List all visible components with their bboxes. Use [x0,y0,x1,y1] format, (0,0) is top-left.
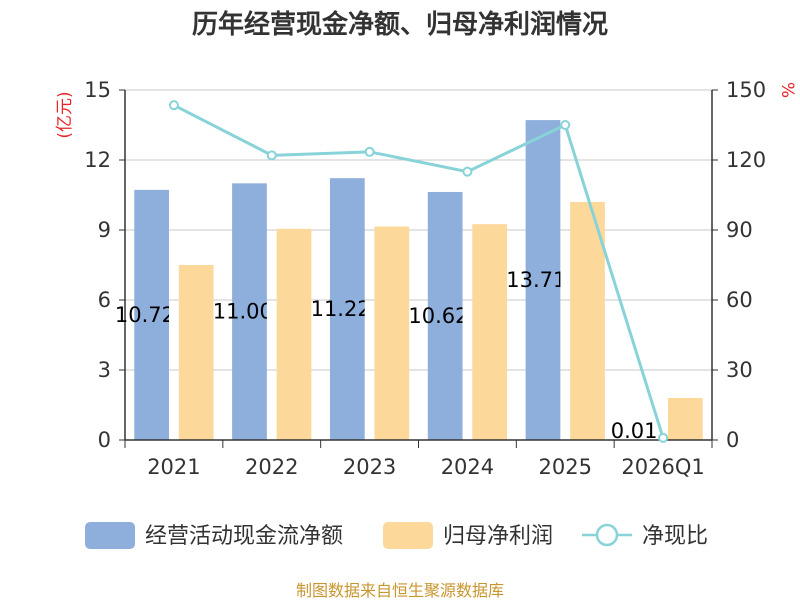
bar-cashflow [525,120,561,440]
legend: 经营活动现金流净额 归母净利润 净现比 [85,522,708,549]
bar-net-profit [178,265,214,440]
y-right-tick-label: 150 [726,78,766,102]
y-left-tick-label: 9 [98,218,111,242]
legend-item[interactable]: 归母净利润 [383,522,553,549]
grid-lines [125,89,712,371]
chart-title: 历年经营现金净额、归母净利润情况 [192,9,608,40]
bar-net-profit [374,226,410,440]
y-left-tick-label: 6 [98,288,111,312]
legend-swatch [85,522,135,549]
y-right-tick-label: 120 [726,148,766,172]
y-right-tick-label: 0 [726,428,739,452]
y-right-unit-label: % [777,82,797,98]
legend-label: 经营活动现金流净额 [145,524,343,549]
bar-net-profit [276,228,312,440]
legend-item[interactable]: 经营活动现金流净额 [85,522,343,549]
bar-value-label: 11.004 [213,300,286,324]
legend-label: 净现比 [642,524,708,549]
y-left-tick-label: 12 [84,148,111,172]
ratio-line-path [173,103,665,439]
bar-cashflow [427,191,463,440]
x-tick-label: 2026Q1 [621,455,704,479]
x-tick-label: 2024 [441,455,494,479]
legend-item[interactable]: 净现比 [582,523,708,549]
y-left-tick-label: 3 [98,358,111,382]
legend-label: 归母净利润 [443,524,553,549]
bar-value-label: 0.017 [611,419,671,443]
y-right-tick-label: 90 [726,218,753,242]
y-left-tick-label: 0 [98,428,111,452]
x-tick-label: 2023 [343,455,396,479]
x-tick-label: 2021 [147,455,200,479]
ratio-point [364,146,375,157]
data-labels: 10.720 11.004 11.224 10.629 13.713 0.017 [115,268,671,443]
bar-net-profit [472,224,508,440]
bar-cashflow [329,178,365,440]
ratio-point [168,100,179,111]
y-left-tick-label: 15 [84,78,111,102]
bar-value-label: 13.713 [506,268,579,292]
legend-marker-icon [595,523,619,547]
bar-cashflow [134,189,170,440]
legend-swatch [383,522,433,549]
ratio-point [266,150,277,161]
ratio-point [658,432,669,443]
bar-value-label: 10.629 [408,304,481,328]
bar-cashflow [232,183,267,441]
source-note: 制图数据来自恒生聚源数据库 [296,581,504,600]
ratio-line [168,100,669,443]
ratio-point [462,166,473,177]
bar-value-label: 11.224 [311,297,384,321]
bar-value-label: 10.720 [115,303,188,327]
y-right-tick-label: 60 [726,288,753,312]
y-right-tick-label: 30 [726,358,753,382]
y-left-unit-label: (亿元) [55,91,75,138]
bar-net-profit [570,202,605,440]
ratio-point [560,120,571,130]
bars [134,120,703,441]
x-tick-label: 2022 [245,455,298,479]
bar-net-profit [667,398,703,440]
x-tick-label: 2025 [539,455,592,479]
